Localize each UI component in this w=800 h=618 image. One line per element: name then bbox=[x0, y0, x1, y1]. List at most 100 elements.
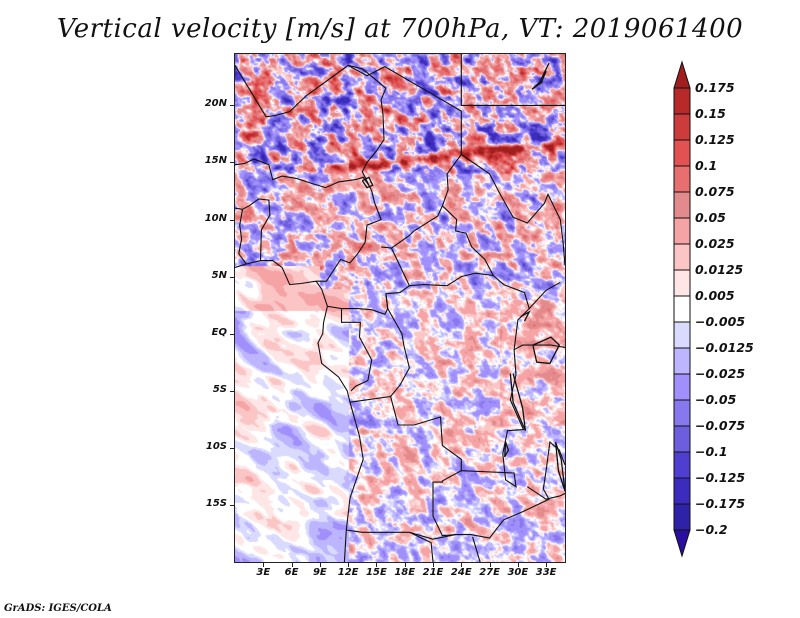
x-tick-mark bbox=[433, 562, 434, 567]
lake-outline bbox=[520, 310, 531, 322]
colorbar-label: −0.025 bbox=[695, 366, 746, 381]
map-plot-area bbox=[235, 54, 565, 562]
y-tick-label: 10S bbox=[205, 440, 227, 452]
colorbar-label: 0.005 bbox=[695, 288, 735, 303]
y-tick-label: 15N bbox=[204, 155, 227, 167]
border-line bbox=[349, 293, 410, 403]
colorbar-swatch bbox=[673, 347, 691, 375]
y-tick-label: 15S bbox=[205, 497, 227, 509]
border-line bbox=[391, 247, 530, 350]
border-line bbox=[327, 285, 410, 315]
x-tick-mark bbox=[319, 562, 321, 567]
colorbar-swatch bbox=[673, 425, 691, 453]
border-line bbox=[316, 87, 387, 282]
border-line bbox=[235, 158, 270, 166]
colorbar-swatch bbox=[673, 165, 691, 193]
colorbar-label: −0.005 bbox=[695, 314, 746, 329]
x-tick-mark bbox=[291, 562, 293, 567]
border-line bbox=[235, 260, 364, 562]
border-line bbox=[268, 164, 370, 189]
colorbar-arrow-min bbox=[673, 529, 691, 558]
x-tick-mark bbox=[404, 562, 406, 567]
colorbar-swatch bbox=[673, 321, 691, 349]
colorbar-label: 0.125 bbox=[695, 132, 735, 147]
colorbar-label: −0.05 bbox=[695, 392, 737, 407]
y-tick-mark bbox=[230, 333, 235, 335]
colorbar-label: 0.075 bbox=[695, 184, 735, 199]
x-tick-label: 33E bbox=[535, 567, 557, 578]
border-line bbox=[340, 308, 373, 392]
x-tick-mark bbox=[489, 562, 491, 567]
colorbar-swatch bbox=[673, 113, 691, 141]
border-line bbox=[526, 486, 565, 500]
border-line bbox=[442, 205, 494, 276]
border-line bbox=[346, 529, 456, 540]
colorbar-arrow-max bbox=[673, 60, 691, 89]
x-tick-label: 12E bbox=[337, 567, 359, 578]
colorbar-swatch bbox=[673, 217, 691, 245]
colorbar-swatch bbox=[673, 503, 691, 531]
y-tick-label: 10N bbox=[204, 212, 227, 224]
colorbar-label: −0.175 bbox=[695, 496, 746, 511]
colorbar-label: 0.175 bbox=[695, 80, 735, 95]
colorbar-swatch bbox=[673, 373, 691, 401]
x-tick-label: 30E bbox=[507, 567, 529, 578]
lake-outline bbox=[532, 336, 561, 365]
border-line bbox=[235, 64, 387, 118]
lake-outline bbox=[554, 441, 565, 492]
colorbar-swatch bbox=[673, 87, 691, 115]
chart-title: Vertical velocity [m/s] at 700hPa, VT: 2… bbox=[56, 14, 744, 44]
colorbar-swatch bbox=[673, 191, 691, 219]
x-tick-mark bbox=[376, 562, 378, 567]
colorbar-label: −0.0125 bbox=[695, 340, 754, 355]
colorbar-swatch bbox=[673, 399, 691, 427]
x-tick-mark bbox=[263, 562, 265, 567]
y-tick-label: 5N bbox=[211, 269, 227, 281]
x-tick-label: 27E bbox=[479, 567, 500, 578]
border-line bbox=[235, 207, 247, 265]
y-tick-mark bbox=[230, 390, 235, 392]
x-tick-label: 6E bbox=[284, 567, 299, 578]
x-tick-label: 9E bbox=[312, 567, 327, 578]
colorbar-swatch bbox=[673, 139, 691, 167]
border-line bbox=[347, 64, 462, 249]
colorbar-label: −0.2 bbox=[695, 522, 728, 537]
colorbar-label: 0.15 bbox=[695, 106, 726, 121]
x-tick-label: 24E bbox=[450, 567, 472, 578]
border-line bbox=[432, 349, 565, 539]
colorbar-label: 0.025 bbox=[695, 236, 735, 251]
border-line bbox=[460, 54, 565, 106]
grads-credit: GrADS: IGES/COLA bbox=[4, 603, 112, 614]
x-tick-mark bbox=[546, 562, 548, 567]
y-tick-label: 20N bbox=[204, 98, 227, 110]
colorbar-label: −0.1 bbox=[695, 444, 728, 459]
x-tick-label: 21E bbox=[422, 567, 444, 578]
border-line bbox=[528, 281, 561, 309]
lake-outline bbox=[509, 373, 527, 431]
y-tick-mark bbox=[230, 162, 235, 164]
colorbar-swatch bbox=[673, 269, 691, 297]
border-line bbox=[409, 531, 434, 562]
colorbar-label: −0.125 bbox=[695, 470, 746, 485]
border-line bbox=[513, 344, 565, 351]
x-tick-mark bbox=[461, 562, 463, 567]
y-tick-mark bbox=[230, 504, 235, 506]
colorbar-swatch bbox=[673, 451, 691, 479]
lake-outline bbox=[504, 441, 510, 458]
border-line bbox=[472, 536, 481, 562]
x-tick-mark bbox=[517, 562, 519, 567]
y-tick-mark bbox=[230, 447, 235, 449]
border-line bbox=[242, 198, 271, 261]
colorbar bbox=[673, 60, 691, 558]
colorbar-swatch bbox=[673, 295, 691, 323]
border-line bbox=[460, 154, 565, 266]
vertical-velocity-field bbox=[235, 54, 565, 562]
colorbar-swatch bbox=[673, 477, 691, 505]
border-line bbox=[390, 396, 462, 471]
x-tick-label: 3E bbox=[256, 567, 271, 578]
x-tick-label: 15E bbox=[366, 567, 387, 578]
colorbar-label: 0.05 bbox=[695, 210, 726, 225]
y-tick-mark bbox=[230, 219, 235, 221]
colorbar-label: −0.075 bbox=[695, 418, 746, 433]
country-borders bbox=[235, 54, 565, 562]
